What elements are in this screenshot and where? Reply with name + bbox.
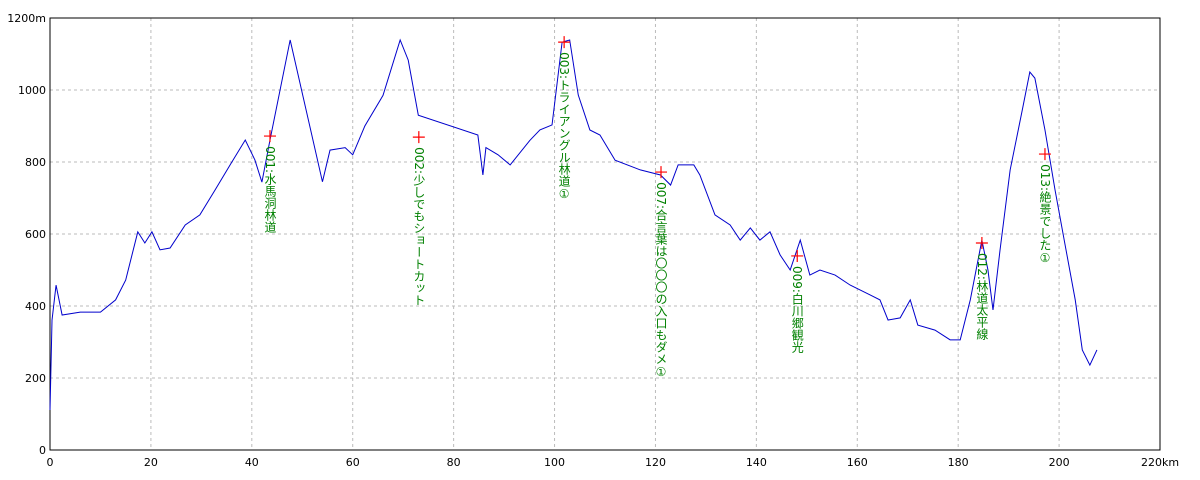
waypoint-marker <box>655 166 668 179</box>
waypoint-label: 007:合言葉は〇〇〇の入口もダメ① <box>654 182 668 379</box>
x-tick-label: 160 <box>847 456 868 469</box>
y-tick-label: 800 <box>25 156 46 169</box>
x-tick-label: 200 <box>1049 456 1070 469</box>
waypoint-marker <box>558 36 571 49</box>
y-tick-label: 400 <box>25 300 46 313</box>
y-tick-label: 600 <box>25 228 46 241</box>
x-tick-label: 100 <box>544 456 565 469</box>
waypoint-label: 012:林道太平線 <box>975 253 989 340</box>
waypoint-marker <box>412 131 425 144</box>
waypoint-marker <box>263 130 276 143</box>
elevation-line <box>49 38 1098 411</box>
x-tick-label: 120 <box>645 456 666 469</box>
waypoint-label: 013:絶景でした① <box>1038 164 1052 265</box>
y-tick-label: 1200m <box>7 12 46 25</box>
y-tick-label: 1000 <box>18 84 46 97</box>
waypoint-label: 003:トライアングル林道① <box>557 52 571 201</box>
y-tick-label: 200 <box>25 372 46 385</box>
waypoint-label: 002:少しでもショートカット <box>412 147 426 306</box>
x-tick-label: 20 <box>144 456 158 469</box>
waypoint-label: 001:水馬洞林道 <box>263 146 277 233</box>
x-tick-label: 0 <box>47 456 54 469</box>
plot-frame <box>49 17 1161 451</box>
x-tick-label: 80 <box>447 456 461 469</box>
x-tick-label: 220km <box>1141 456 1179 469</box>
x-tick-label: 60 <box>346 456 360 469</box>
waypoint-marker <box>975 237 988 249</box>
waypoint-marker <box>791 249 804 262</box>
x-tick-label: 180 <box>948 456 969 469</box>
waypoint-marker <box>1038 148 1051 161</box>
x-tick-label: 140 <box>746 456 767 469</box>
waypoint-label: 009:白川郷観光 <box>790 266 804 353</box>
x-tick-label: 40 <box>245 456 259 469</box>
y-tick-label: 0 <box>39 444 46 457</box>
